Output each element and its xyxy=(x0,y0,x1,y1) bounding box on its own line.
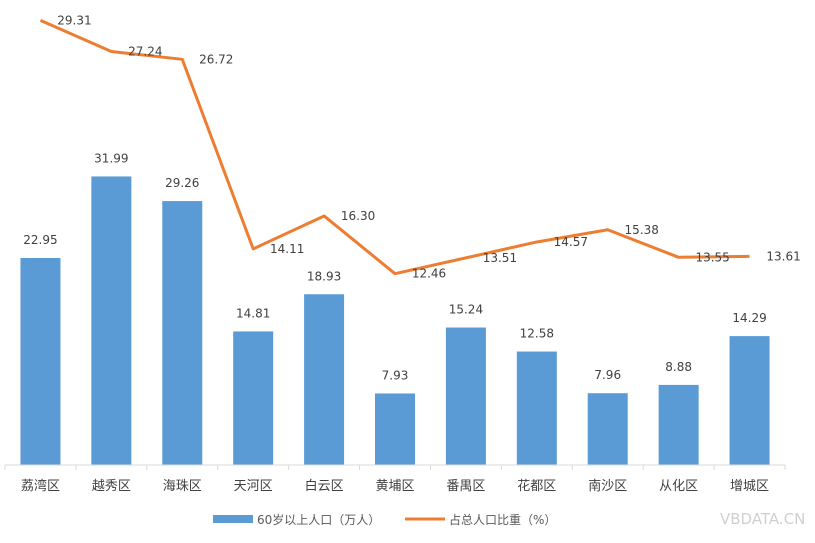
bar xyxy=(375,393,415,465)
bar-data-label: 14.81 xyxy=(236,306,270,320)
bar xyxy=(162,201,203,465)
bar-data-label: 18.93 xyxy=(307,269,341,283)
line-data-labels: 29.31 27.24 26.72 14.11 16.30 12.46 13.51 14.57… xyxy=(57,13,800,280)
bar-data-label: 8.88 xyxy=(665,360,692,374)
line-data-label: 29.31 xyxy=(57,13,91,27)
x-tick-label: 黄埔区 xyxy=(375,479,414,494)
x-tick-label: 荔湾区 xyxy=(21,478,60,494)
bar xyxy=(304,294,345,465)
watermark: VBDATA.CN xyxy=(720,510,805,528)
bar-data-label: 22.95 xyxy=(23,233,57,247)
x-tick-label: 花都区 xyxy=(517,478,556,494)
bar-series xyxy=(20,176,770,465)
bar-data-label: 31.99 xyxy=(94,151,128,165)
legend-label-line: 占总人口比重（%） xyxy=(449,512,556,527)
bar xyxy=(658,384,699,465)
bar xyxy=(587,393,628,465)
line-data-label: 27.24 xyxy=(128,44,162,58)
line-data-label: 14.11 xyxy=(270,242,304,256)
x-tick-label: 从化区 xyxy=(659,479,698,494)
bar xyxy=(233,331,274,465)
bar-data-label: 12.58 xyxy=(520,327,554,341)
line-series xyxy=(39,18,750,276)
bar xyxy=(516,351,557,465)
x-tick-label: 白云区 xyxy=(305,478,344,494)
x-tick-label: 天河区 xyxy=(234,479,273,494)
line-data-label: 13.51 xyxy=(483,251,517,265)
x-tick-label: 番禺区 xyxy=(446,479,485,494)
x-tick-label: 增城区 xyxy=(730,479,769,494)
x-axis-ticks xyxy=(4,465,786,470)
line-data-label: 15.38 xyxy=(625,223,659,237)
bar-data-label: 7.93 xyxy=(382,368,409,382)
bar xyxy=(91,176,132,465)
bar xyxy=(729,336,770,465)
line-data-label: 13.55 xyxy=(695,250,729,264)
x-tick-label: 南沙区 xyxy=(588,478,627,494)
line-data-label: 14.57 xyxy=(554,235,588,249)
legend-label-bar: 60岁以上人口（万人） xyxy=(257,512,380,527)
line-data-label: 12.46 xyxy=(412,267,446,281)
line-data-label: 13.61 xyxy=(766,249,800,263)
x-tick-label: 越秀区 xyxy=(92,479,131,494)
legend: 60岁以上人口（万人） 占总人口比重（%） xyxy=(213,512,556,527)
line-data-label: 16.30 xyxy=(341,209,375,223)
line-data-label: 26.72 xyxy=(199,52,233,66)
x-tick-label: 海珠区 xyxy=(163,479,202,494)
bar xyxy=(445,327,486,465)
bar xyxy=(20,257,61,465)
bar-data-label: 7.96 xyxy=(594,368,621,382)
bar-data-labels: 22.95 31.99 29.26 14.81 18.93 7.93 15.24 12.58 7… xyxy=(23,151,766,382)
bar-data-label: 29.26 xyxy=(165,176,199,190)
bar-data-label: 14.29 xyxy=(732,311,766,325)
x-axis-labels: 荔湾区 越秀区 海珠区 天河区 白云区 黄埔区 番禺区 花都区 南沙区 从化区 增城区 xyxy=(21,478,769,494)
legend-swatch-bar xyxy=(213,515,253,523)
bar-data-label: 15.24 xyxy=(449,303,483,317)
